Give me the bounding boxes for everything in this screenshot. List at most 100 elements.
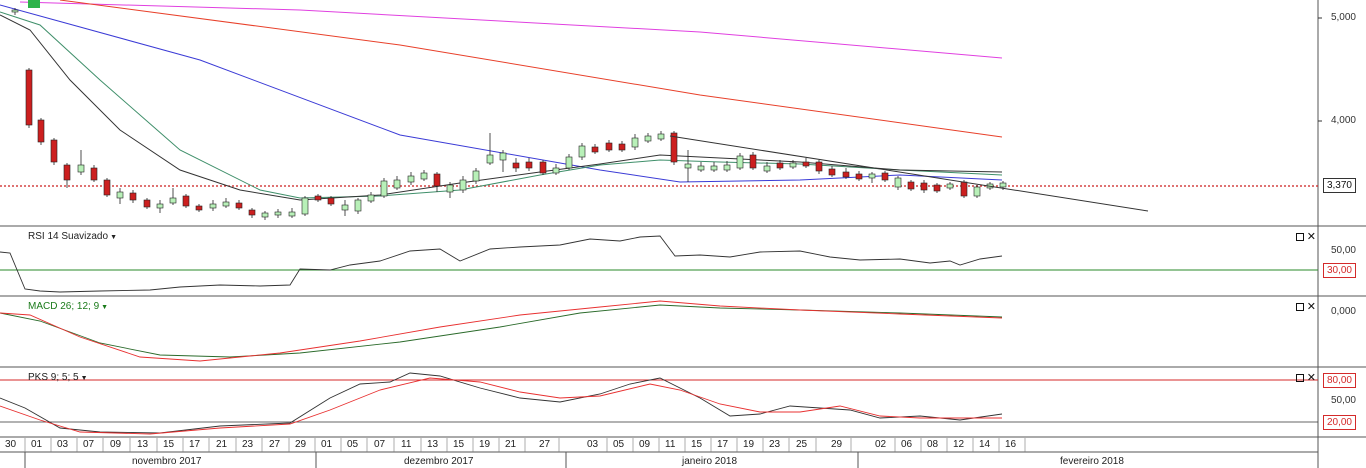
candle (367, 194, 375, 202)
candle (195, 205, 203, 211)
price-chart[interactable] (0, 0, 1366, 227)
timeline-day-label: 07 (374, 439, 386, 450)
candle (50, 139, 58, 163)
pks-chart[interactable] (0, 368, 1366, 438)
candle (341, 204, 349, 211)
timeline-day-label: 15 (163, 439, 175, 450)
timeline-month-label: novembro 2017 (132, 456, 202, 467)
timeline-day-label: 21 (505, 439, 517, 450)
pks-title[interactable]: PKS 9; 5; 5 ▼ (28, 372, 88, 383)
candle (855, 173, 863, 180)
price-label-4000: 4,000 (1330, 115, 1356, 126)
candle (459, 179, 467, 191)
close-icon[interactable]: ✕ (1306, 301, 1316, 313)
price-pane[interactable]: 5,000 4,000 3,370 (0, 0, 1366, 227)
candle (512, 162, 520, 169)
timeline-day-label: 23 (769, 439, 781, 450)
candle (591, 146, 599, 153)
timeline-day-label: 19 (479, 439, 491, 450)
candle (446, 184, 454, 193)
square-icon[interactable] (1295, 303, 1304, 312)
timeline-day-label: 29 (295, 439, 307, 450)
square-icon[interactable] (1295, 233, 1304, 242)
close-icon[interactable]: ✕ (1306, 372, 1316, 384)
pks-level-50: 50,00 (1330, 395, 1356, 406)
timeline-day-label: 25 (796, 439, 808, 450)
current-price-badge: 3,370 (1322, 178, 1356, 193)
ma-magenta-line (19, 1, 1003, 59)
candle (235, 202, 243, 209)
rsi-chart[interactable] (0, 227, 1366, 297)
timeline-day-label: 05 (347, 439, 359, 450)
macd-chart[interactable] (0, 297, 1366, 368)
candle (842, 171, 850, 178)
timeline-day-label: 02 (875, 439, 887, 450)
candles (11, 8, 1007, 220)
candle (920, 182, 928, 191)
timeline-day-label: 21 (216, 439, 228, 450)
timeline-day-label: 01 (321, 439, 333, 450)
candle (578, 145, 586, 158)
time-axis[interactable]: 30 01 03 07 09 13 15 17 21 23 27 29 01 05 07 11 13 15 19 21… (0, 438, 1366, 468)
candle (288, 211, 296, 217)
close-icon[interactable]: ✕ (1306, 231, 1316, 243)
moving-averages (0, 0, 1003, 201)
pks-window-controls: ✕ (1293, 372, 1316, 384)
candle (539, 161, 547, 174)
macd-title[interactable]: MACD 26; 12; 9 ▼ (28, 301, 109, 312)
timeline-day-label: 09 (639, 439, 651, 450)
candle (182, 195, 190, 207)
timeline-day-label: 15 (453, 439, 465, 450)
candle (710, 165, 718, 171)
rsi-pane[interactable]: RSI 14 Suavizado ▼ ✕ 50,00 30,00 (0, 227, 1366, 297)
timeline-month-label: dezembro 2017 (404, 456, 474, 467)
candle (933, 184, 941, 192)
pks-pane[interactable]: PKS 9; 5; 5 ▼ ✕ 50,00 80,00 20,00 (0, 368, 1366, 438)
candle (907, 181, 915, 190)
candle (605, 142, 613, 151)
candle (37, 119, 45, 143)
candle (802, 161, 810, 167)
candle (552, 167, 560, 174)
timeline-day-label: 06 (901, 439, 913, 450)
timeline-day-label: 08 (927, 439, 939, 450)
rsi-title[interactable]: RSI 14 Suavizado ▼ (28, 231, 117, 242)
pks-level-80: 80,00 (1322, 373, 1356, 388)
rsi-level-50: 50,00 (1330, 245, 1356, 256)
candle (63, 164, 71, 181)
candle (828, 168, 836, 176)
candle (169, 197, 177, 204)
candle (380, 180, 388, 197)
candle (525, 161, 533, 169)
candle (499, 152, 507, 161)
candle (77, 164, 85, 173)
timeline-day-label: 07 (83, 439, 95, 450)
candle (274, 211, 282, 216)
timeline-day-label: 11 (401, 439, 412, 450)
timeline-day-label: 27 (539, 439, 551, 450)
candle (881, 172, 889, 181)
candle (11, 9, 19, 13)
timeline-day-label: 14 (979, 439, 991, 450)
timeline-day-label: 11 (665, 439, 676, 450)
candle (868, 173, 876, 179)
timeline-month-label: fevereiro 2018 (1060, 456, 1124, 467)
candle (103, 179, 111, 196)
candle (973, 186, 981, 197)
ma-black-line (0, 14, 1003, 201)
macd-pane[interactable]: MACD 26; 12; 9 ▼ ✕ 0,000 (0, 297, 1366, 368)
candle (301, 197, 309, 215)
candle (946, 183, 954, 189)
candle (565, 156, 573, 169)
square-icon[interactable] (1295, 374, 1304, 383)
candle (222, 201, 230, 207)
candle (999, 182, 1007, 188)
candle (129, 192, 137, 201)
candle (354, 199, 362, 212)
candle (789, 162, 797, 168)
candle (618, 143, 626, 151)
timeline-day-label: 03 (57, 439, 69, 450)
macd-window-controls: ✕ (1293, 301, 1316, 313)
candle (327, 197, 335, 205)
candle (631, 137, 639, 148)
